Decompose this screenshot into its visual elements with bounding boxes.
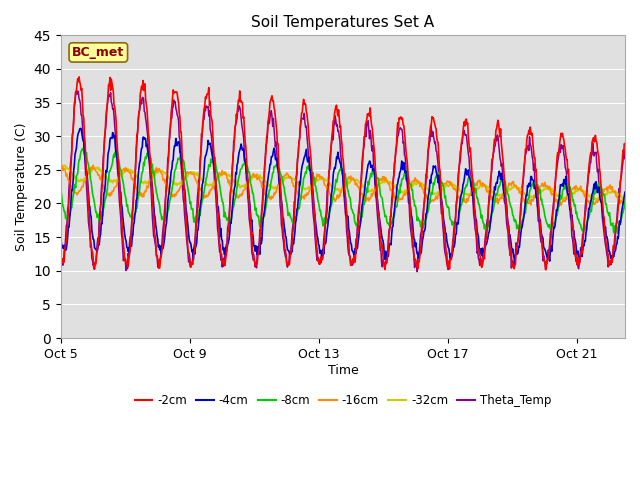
Line: -2cm: -2cm	[61, 77, 640, 270]
-2cm	[526, 124, 534, 130]
-32cm	[625, 198, 633, 204]
-32cm	[194, 173, 202, 179]
-32cm	[300, 185, 307, 191]
-2cm	[57, 255, 65, 261]
-8cm	[637, 215, 640, 220]
-4cm	[194, 227, 202, 233]
-2cm	[269, 98, 276, 104]
-2cm	[76, 74, 83, 80]
Theta_Temp	[79, 122, 86, 128]
-4cm	[57, 238, 65, 243]
-8cm	[526, 187, 534, 192]
Theta_Temp	[637, 259, 640, 265]
Y-axis label: Soil Temperature (C): Soil Temperature (C)	[15, 122, 28, 251]
-16cm	[300, 193, 307, 199]
Line: Theta_Temp: Theta_Temp	[61, 91, 640, 272]
Title: Soil Temperatures Set A: Soil Temperatures Set A	[252, 15, 435, 30]
-8cm	[194, 216, 202, 222]
-8cm	[57, 190, 65, 196]
Theta_Temp	[527, 143, 534, 149]
-2cm	[542, 267, 550, 273]
-32cm	[269, 185, 276, 191]
-8cm	[300, 175, 307, 181]
-2cm	[300, 96, 307, 102]
X-axis label: Time: Time	[328, 363, 358, 376]
-4cm	[527, 174, 534, 180]
-32cm	[79, 178, 86, 184]
Line: -4cm: -4cm	[61, 129, 640, 263]
-4cm	[511, 260, 518, 266]
-16cm	[387, 187, 394, 193]
-2cm	[194, 204, 202, 209]
-32cm	[387, 180, 394, 185]
-16cm	[194, 180, 202, 186]
-8cm	[78, 147, 86, 153]
-4cm	[79, 134, 86, 140]
Theta_Temp	[57, 260, 65, 266]
Theta_Temp	[300, 116, 307, 122]
Theta_Temp	[72, 88, 80, 94]
-16cm	[78, 184, 86, 190]
-4cm	[637, 246, 640, 252]
Legend: -2cm, -4cm, -8cm, -16cm, -32cm, Theta_Temp: -2cm, -4cm, -8cm, -16cm, -32cm, Theta_Te…	[130, 389, 556, 412]
-16cm	[90, 162, 97, 168]
-4cm	[387, 241, 394, 247]
-16cm	[269, 195, 276, 201]
-16cm	[557, 202, 564, 208]
-8cm	[614, 230, 621, 236]
Theta_Temp	[269, 124, 276, 130]
Line: -16cm: -16cm	[61, 165, 640, 205]
Theta_Temp	[413, 269, 421, 275]
-2cm	[637, 252, 640, 258]
-32cm	[57, 164, 65, 170]
-2cm	[387, 222, 394, 228]
-2cm	[79, 99, 86, 105]
-4cm	[77, 126, 84, 132]
Line: -32cm: -32cm	[61, 166, 640, 201]
-4cm	[269, 153, 276, 158]
Line: -8cm: -8cm	[61, 148, 640, 233]
-16cm	[637, 183, 640, 189]
Theta_Temp	[387, 213, 394, 219]
-32cm	[526, 193, 534, 199]
-4cm	[300, 157, 307, 163]
-16cm	[57, 164, 65, 169]
-8cm	[79, 145, 86, 151]
-16cm	[526, 197, 534, 203]
Theta_Temp	[194, 188, 202, 193]
-32cm	[637, 191, 640, 197]
-8cm	[269, 170, 276, 176]
-32cm	[60, 163, 68, 168]
-8cm	[387, 217, 394, 223]
Text: BC_met: BC_met	[72, 46, 124, 59]
